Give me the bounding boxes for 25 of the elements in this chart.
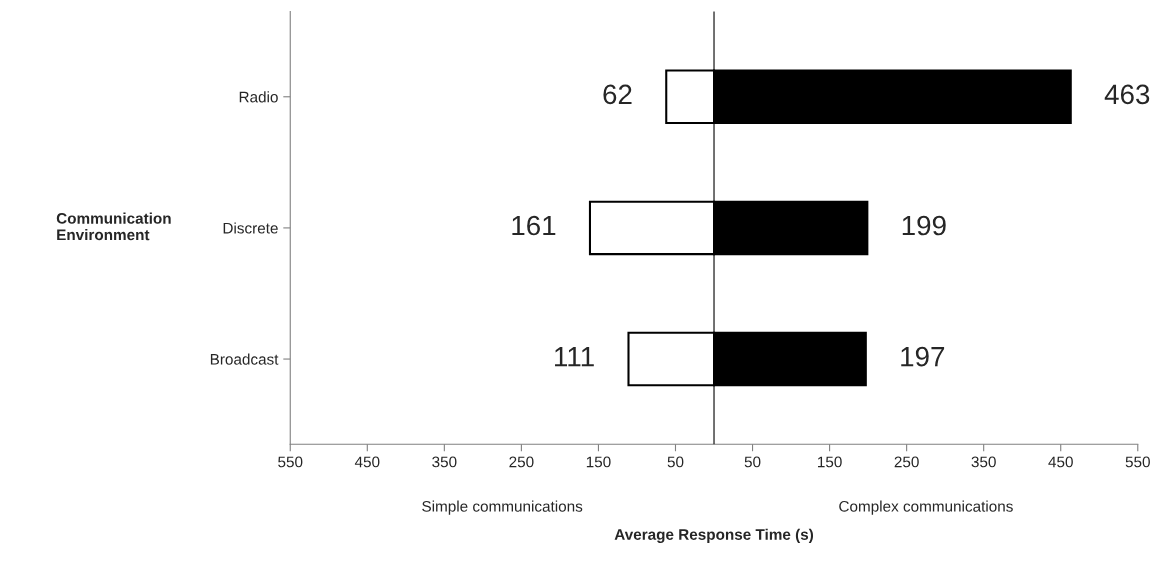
- data-label: 161: [512, 215, 556, 236]
- data-label: 197: [901, 346, 945, 367]
- x-tick-label: 350: [971, 456, 996, 468]
- text: Simple communications: [422, 500, 583, 515]
- text: Complex communications: [839, 500, 1013, 515]
- y-tick-label: Broadcast: [210, 353, 279, 365]
- y-tick-label: Discrete: [223, 222, 278, 234]
- data-label: 463: [1104, 84, 1150, 105]
- x-tick-label: 150: [818, 456, 842, 468]
- x-tick-label: 150: [586, 456, 611, 468]
- data-label: 62: [603, 84, 632, 105]
- x-tick-label: 550: [278, 456, 303, 468]
- x-tick-label: 450: [1048, 456, 1073, 468]
- y-tick-label: Radio: [239, 91, 278, 103]
- data-label: 199: [902, 215, 946, 236]
- y-axis-title: Communication Environment: [56, 212, 171, 241]
- x-tick-label: 250: [894, 456, 919, 468]
- x-tick-label: 550: [1125, 456, 1150, 468]
- x-tick-label: 250: [509, 456, 534, 468]
- x-tick-label: 50: [667, 456, 684, 468]
- data-label: 111: [555, 347, 594, 367]
- x-tick-label: 50: [744, 456, 761, 468]
- x-tick-label: 350: [432, 456, 457, 468]
- x-axis-title: Average Response Time (s): [614, 528, 814, 543]
- x-tick-label: 450: [354, 456, 380, 468]
